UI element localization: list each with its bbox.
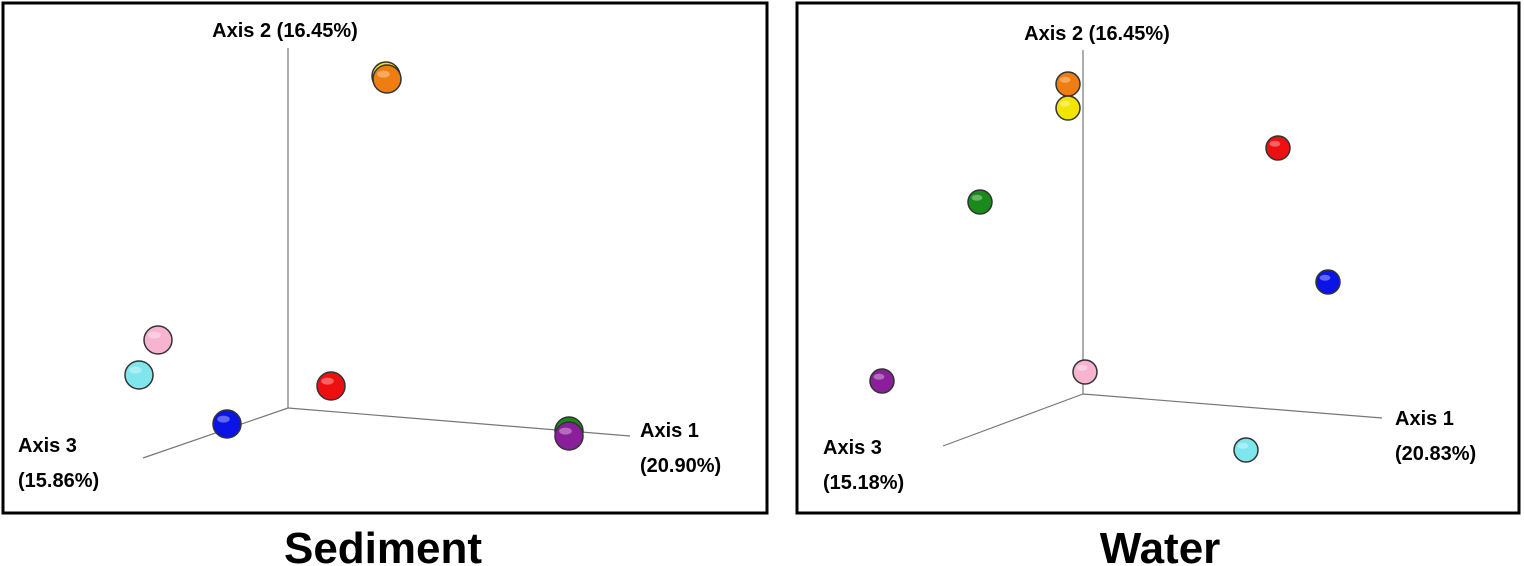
- axis-label: Axis 1: [1395, 408, 1454, 430]
- point: [1265, 135, 1291, 161]
- axis-label: Axis 2 (16.45%): [1024, 23, 1170, 45]
- point: [143, 325, 173, 355]
- point: [1315, 269, 1341, 295]
- point-highlight: [873, 373, 885, 380]
- panel-title: Sediment: [284, 524, 482, 566]
- point: [1072, 359, 1098, 385]
- axis-label: (15.18%): [823, 472, 904, 494]
- axis-label: Axis 2 (16.45%): [212, 20, 358, 42]
- point-highlight: [971, 194, 983, 201]
- axis-label: Axis 3: [823, 437, 882, 459]
- axis-label: (15.86%): [18, 470, 99, 492]
- point-highlight: [1076, 364, 1088, 371]
- panel-title: Water: [1100, 524, 1221, 566]
- point-highlight: [321, 377, 334, 385]
- point: [967, 189, 993, 215]
- point: [316, 371, 346, 401]
- point-highlight: [1059, 76, 1071, 83]
- point-highlight: [1059, 100, 1071, 107]
- axis-label: Axis 3: [18, 435, 77, 457]
- point-highlight: [217, 415, 230, 423]
- point: [1055, 95, 1081, 121]
- axis-line: [1082, 393, 1383, 419]
- point: [869, 368, 895, 394]
- panel-frame: [1, 1, 769, 515]
- axis-line: [942, 393, 1084, 447]
- axis-label: Axis 1: [640, 420, 699, 442]
- point: [124, 360, 154, 390]
- panel-frame: [795, 1, 1521, 515]
- point-highlight: [129, 366, 142, 374]
- point: [372, 64, 402, 94]
- point-highlight: [148, 331, 161, 339]
- point-highlight: [377, 70, 390, 78]
- point-highlight: [1237, 442, 1249, 449]
- point: [1233, 437, 1259, 463]
- axis-label: (20.90%): [640, 455, 721, 477]
- point: [212, 409, 242, 439]
- axis-label: (20.83%): [1395, 443, 1476, 465]
- point-highlight: [559, 427, 572, 435]
- point: [554, 421, 584, 451]
- point-highlight: [1319, 274, 1331, 281]
- point: [1055, 71, 1081, 97]
- point-highlight: [1269, 140, 1281, 147]
